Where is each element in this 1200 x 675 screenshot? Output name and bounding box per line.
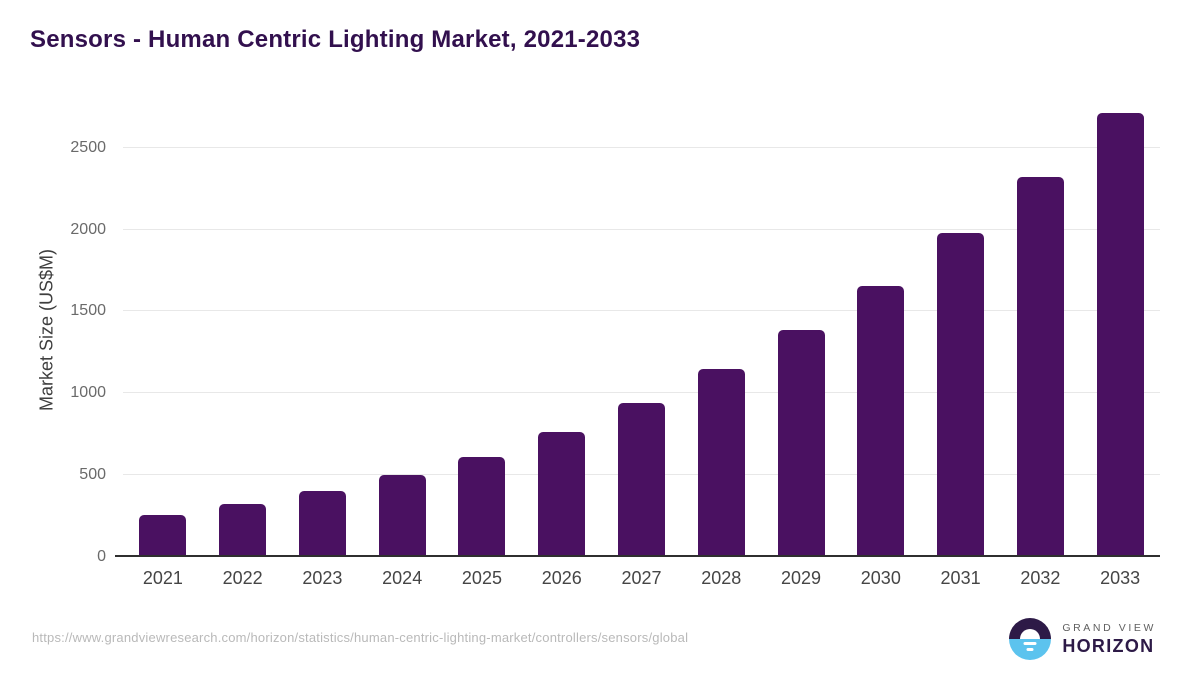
x-tick-label: 2033 [1100, 568, 1141, 588]
chart-title: Sensors - Human Centric Lighting Market,… [30, 26, 641, 53]
x-tick-label: 2030 [860, 568, 901, 588]
x-tick-label: 2024 [382, 568, 423, 588]
x-tick-label: 2023 [302, 568, 343, 588]
bar-2031 [937, 233, 985, 557]
x-tick-label: 2027 [621, 568, 662, 588]
logo-reflection-line-1 [1023, 642, 1037, 645]
y-tick-label: 1000 [70, 384, 106, 402]
bar-2026 [538, 431, 586, 557]
logo-sun-icon [1020, 629, 1041, 639]
y-tick-label: 2500 [70, 138, 106, 156]
y-tick-label: 0 [97, 548, 106, 565]
brand-name-top: GRAND VIEW [1062, 621, 1156, 634]
bar-2028 [697, 369, 745, 557]
gridline [123, 310, 1160, 312]
bar-2029 [777, 330, 825, 557]
plot-area: 0 500 1000 1500 2000 2500 2021 2022 2023 2024 2025… [70, 100, 1160, 588]
y-axis-label: Market Size (US$M) [36, 248, 57, 412]
y-tick-label: 1500 [70, 302, 106, 320]
gridline [123, 392, 1160, 394]
gridline [123, 146, 1160, 148]
x-tick-label: 2032 [1020, 568, 1061, 588]
bar-2025 [458, 456, 506, 557]
gridline [123, 228, 1160, 230]
bar-2032 [1016, 177, 1064, 557]
brand-logo-text: GRAND VIEW HORIZON [1062, 622, 1156, 657]
x-tick-label: 2022 [222, 568, 263, 588]
source-url: https://www.grandviewresearch.com/horizo… [32, 630, 689, 645]
x-tick-label: 2028 [701, 568, 742, 588]
x-tick-label: 2031 [940, 568, 981, 588]
x-tick-label: 2029 [781, 568, 822, 588]
bar-2027 [618, 402, 665, 557]
y-tick-label: 2000 [70, 220, 106, 238]
x-axis-line [115, 555, 1160, 557]
x-tick-label: 2025 [461, 568, 502, 588]
bar-2030 [857, 285, 905, 557]
brand-name-bottom: HORIZON [1062, 635, 1155, 656]
bar-2033 [1096, 112, 1144, 557]
logo-sky-half [1009, 618, 1052, 639]
bar-2023 [298, 491, 346, 557]
brand-logo: GRAND VIEW HORIZON [1009, 618, 1156, 660]
brand-logo-icon [1009, 618, 1052, 660]
x-tick-label: 2026 [541, 568, 582, 588]
bar-2024 [378, 475, 426, 557]
bar-2021 [139, 514, 187, 557]
x-tick-label: 2021 [142, 568, 183, 588]
bar-2022 [219, 503, 267, 557]
logo-reflection-line-2 [1026, 648, 1034, 651]
y-tick-label: 500 [79, 466, 106, 484]
